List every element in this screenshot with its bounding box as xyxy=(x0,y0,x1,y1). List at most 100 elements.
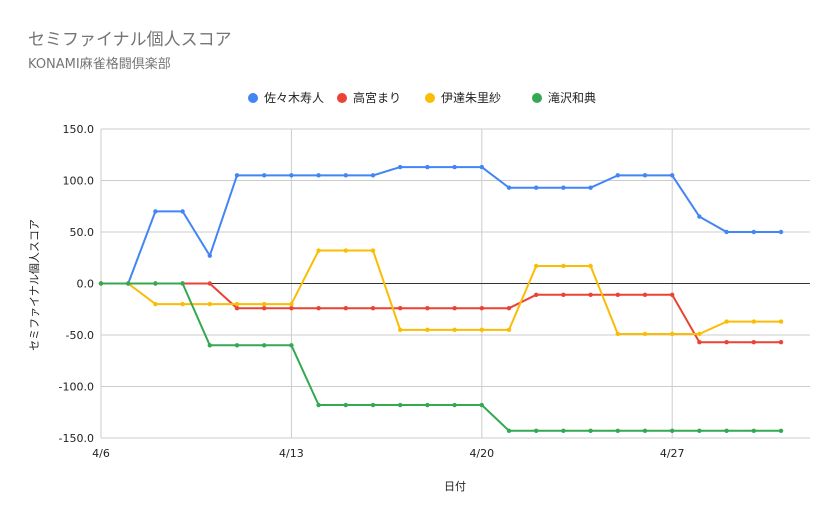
data-point xyxy=(534,428,539,433)
data-point xyxy=(153,281,158,286)
data-point xyxy=(479,306,484,311)
data-point xyxy=(615,428,620,433)
y-tick-label: -50.0 xyxy=(66,329,94,342)
y-tick-label: 150.0 xyxy=(63,123,95,136)
data-point xyxy=(425,402,430,408)
data-point xyxy=(370,173,376,178)
data-point xyxy=(697,331,702,337)
legend-label: 伊達朱里紗 xyxy=(441,91,501,105)
data-point xyxy=(370,248,376,253)
data-point xyxy=(642,331,648,337)
data-point xyxy=(452,402,457,408)
data-point xyxy=(452,327,457,333)
data-point xyxy=(316,173,321,178)
data-point xyxy=(778,340,784,345)
data-point xyxy=(343,306,348,311)
data-point xyxy=(670,173,675,178)
data-point xyxy=(534,292,539,298)
data-point xyxy=(180,301,185,307)
data-point xyxy=(506,185,512,190)
data-point xyxy=(724,428,729,433)
data-point xyxy=(588,185,593,190)
y-axis-label: セミファイナル個人スコア xyxy=(28,219,41,351)
legend: 佐々木寿人 高宮まり 伊達朱里紗 滝沢和典 xyxy=(248,90,596,105)
data-point xyxy=(534,185,539,190)
data-point xyxy=(234,173,240,178)
series-group xyxy=(98,164,784,433)
data-point xyxy=(398,402,403,408)
data-point xyxy=(479,327,484,333)
data-point xyxy=(316,402,321,408)
chart-subtitle: KONAMI麻雀格闘倶楽部 xyxy=(28,56,171,72)
data-point xyxy=(425,306,430,311)
data-point xyxy=(778,428,784,433)
series xyxy=(98,248,784,337)
data-point xyxy=(670,428,675,433)
y-tick-label: -100.0 xyxy=(59,381,94,394)
legend-label: 高宮まり xyxy=(353,90,401,105)
data-point xyxy=(262,343,267,348)
data-point xyxy=(561,263,566,269)
data-point xyxy=(615,331,620,337)
x-tick-label: 4/20 xyxy=(469,447,494,460)
data-point xyxy=(316,306,321,311)
data-point xyxy=(724,319,729,324)
data-point xyxy=(778,229,784,235)
legend-label: 滝沢和典 xyxy=(548,91,596,105)
series-line xyxy=(101,249,781,335)
data-point xyxy=(479,164,484,170)
x-tick-label: 4/27 xyxy=(660,447,685,460)
data-point xyxy=(588,263,593,269)
y-tick-label: 0.0 xyxy=(77,278,95,291)
y-tick-label: 100.0 xyxy=(63,175,95,188)
data-point xyxy=(751,428,756,433)
data-point xyxy=(534,263,539,269)
data-point xyxy=(588,428,593,433)
data-point xyxy=(588,292,593,298)
chart-title: セミファイナル個人スコア xyxy=(28,30,232,50)
data-point xyxy=(343,402,348,408)
legend-marker xyxy=(337,93,347,103)
legend-marker xyxy=(532,93,542,103)
data-point xyxy=(642,292,648,298)
data-point xyxy=(751,319,756,324)
x-tick-label: 4/6 xyxy=(92,447,110,460)
data-point xyxy=(425,164,430,170)
data-point xyxy=(506,327,512,333)
series xyxy=(98,281,784,433)
data-point xyxy=(343,248,348,253)
data-point xyxy=(398,164,403,170)
data-point xyxy=(561,428,566,433)
data-point xyxy=(180,209,185,214)
data-point xyxy=(289,306,294,311)
data-point xyxy=(234,306,240,311)
data-point xyxy=(398,306,403,311)
data-point xyxy=(207,343,212,348)
data-point xyxy=(425,327,430,333)
data-point xyxy=(642,173,648,178)
data-point xyxy=(234,343,240,348)
legend-marker xyxy=(248,93,258,103)
series-line xyxy=(101,282,781,344)
legend-marker xyxy=(425,93,435,103)
data-point xyxy=(751,340,756,345)
data-point xyxy=(697,214,702,219)
legend-item: 佐々木寿人 xyxy=(248,91,324,105)
data-point xyxy=(561,185,566,190)
grid xyxy=(100,128,810,439)
data-point xyxy=(670,292,675,298)
series-line xyxy=(101,166,781,285)
data-point xyxy=(398,327,403,333)
data-point xyxy=(452,164,457,170)
data-point xyxy=(615,173,620,178)
data-point xyxy=(615,292,620,298)
legend-label: 佐々木寿人 xyxy=(264,91,324,105)
data-point xyxy=(697,340,702,345)
data-point xyxy=(98,281,104,286)
data-point xyxy=(724,229,729,235)
data-point xyxy=(670,331,675,337)
data-point xyxy=(262,173,267,178)
y-axis-ticks: 150.0 100.0 50.0 0.0 -50.0 -100.0 -150.0 xyxy=(59,123,94,445)
y-tick-label: -150.0 xyxy=(59,432,94,445)
